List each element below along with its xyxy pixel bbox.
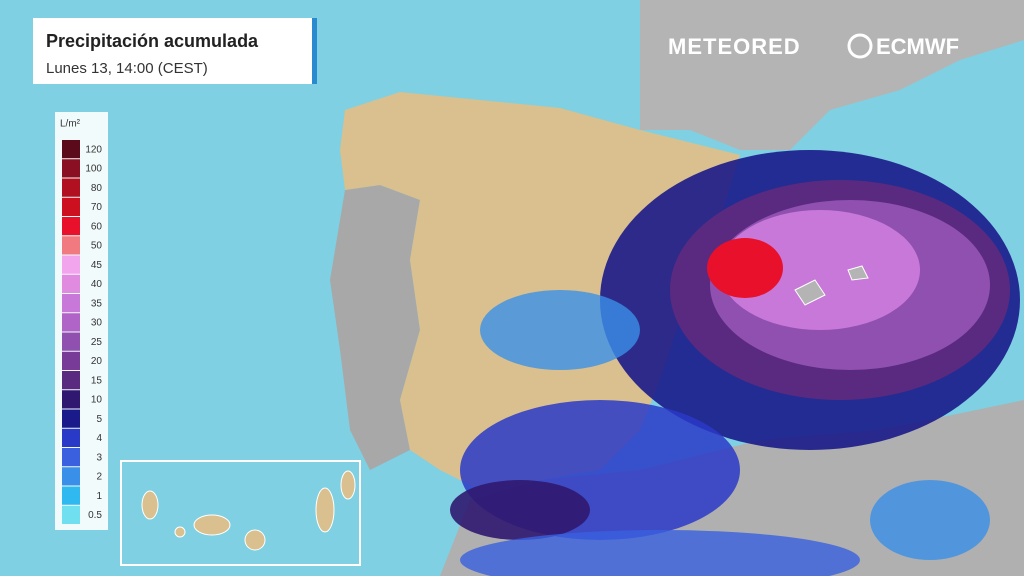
- legend-label: 0.5: [88, 510, 102, 521]
- legend: 120 100 80 70 60 50 45 40 35 30 25 20 15 10 5 4 3 2 1 0.5: [62, 140, 102, 524]
- logo-ecmwf: ECMWF: [876, 34, 959, 59]
- legend-swatch: [62, 294, 80, 313]
- france: [640, 0, 1024, 150]
- legend-swatch: [62, 274, 80, 293]
- legend-swatch: [62, 467, 80, 486]
- legend-swatch: [62, 313, 80, 332]
- island: [847, 265, 869, 281]
- logo-meteored: METEORED: [668, 34, 801, 59]
- title: Precipitación acumulada: [46, 31, 259, 51]
- portugal: [330, 185, 420, 470]
- legend-label: 100: [85, 164, 102, 175]
- spain: [340, 92, 740, 490]
- canary-islands: [141, 470, 356, 551]
- legend-swatch: [62, 428, 80, 447]
- legend-swatch: [62, 217, 80, 236]
- legend-label: 5: [96, 414, 102, 425]
- legend-label: 35: [91, 298, 103, 309]
- legend-swatch: [62, 505, 80, 524]
- legend-label: 15: [91, 375, 103, 386]
- legend-label: 10: [91, 395, 103, 406]
- legend-swatch: [62, 351, 80, 370]
- legend-swatch: [62, 197, 80, 216]
- logo-icon: [847, 33, 873, 59]
- legend-swatch: [62, 255, 80, 274]
- legend-label: 3: [96, 452, 102, 463]
- legend-swatch: [62, 486, 80, 505]
- title-accent: [312, 18, 317, 84]
- canary-inset: [120, 460, 361, 566]
- legend-label: 30: [91, 318, 103, 329]
- legend-label: 4: [96, 433, 102, 444]
- island: [794, 279, 826, 306]
- legend-label: 2: [96, 472, 102, 483]
- legend-label: 25: [91, 337, 103, 348]
- legend-swatch: [62, 371, 80, 390]
- legend-swatch: [62, 448, 80, 467]
- legend-unit: L/m²: [60, 119, 81, 130]
- legend-swatch: [62, 159, 80, 178]
- legend-swatch: [62, 178, 80, 197]
- legend-label: 80: [91, 183, 103, 194]
- legend-label: 50: [91, 241, 103, 252]
- legend-swatch: [62, 390, 80, 409]
- legend-swatch: [62, 236, 80, 255]
- legend-label: 120: [85, 144, 102, 155]
- legend-label: 45: [91, 260, 103, 271]
- legend-label: 40: [91, 279, 103, 290]
- legend-label: 70: [91, 202, 103, 213]
- legend-swatch: [62, 409, 80, 428]
- title-box: [33, 18, 315, 84]
- legend-swatch: [62, 140, 80, 159]
- legend-label: 60: [91, 221, 103, 232]
- legend-label: 1: [96, 491, 102, 502]
- subtitle: Lunes 13, 14:00 (CEST): [46, 60, 208, 77]
- legend-label: 20: [91, 356, 103, 367]
- precipitation: [450, 150, 1020, 576]
- legend-swatch: [62, 332, 80, 351]
